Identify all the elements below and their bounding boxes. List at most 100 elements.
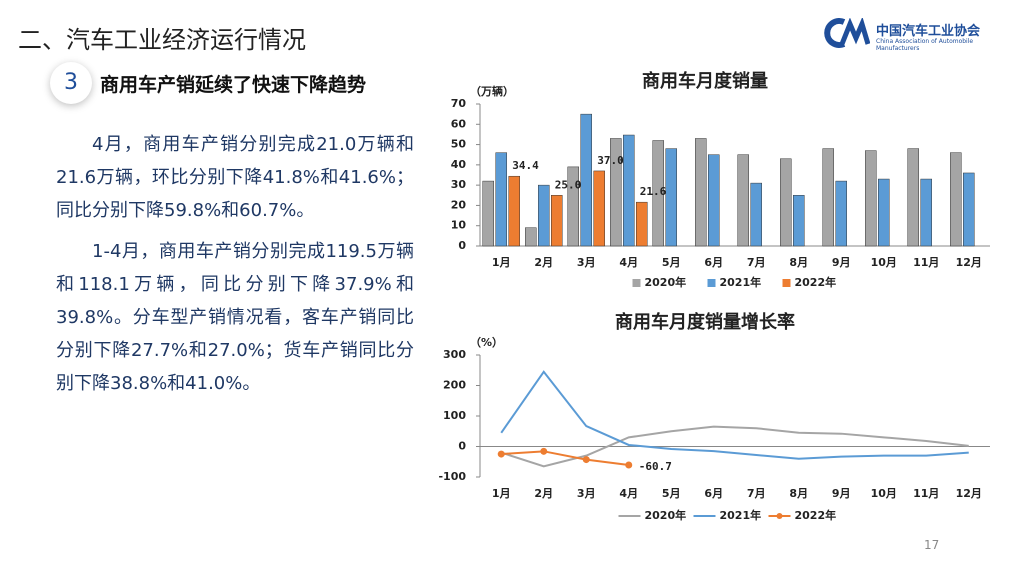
bar (822, 148, 834, 247)
bar (695, 138, 707, 247)
y-tick-label: 40 (451, 158, 467, 171)
y-axis-label: （%） (470, 336, 503, 349)
bar (623, 134, 635, 247)
bar (551, 195, 563, 247)
x-tick-label: 6月 (704, 487, 723, 500)
x-tick-label: 9月 (832, 487, 851, 500)
x-tick-label: 9月 (832, 256, 851, 269)
legend-marker (776, 513, 783, 519)
body-text: 4月，商用车产销分别完成21.0万辆和21.6万辆，环比分别下降41.8%和41… (56, 128, 414, 408)
logo-subtext: China Association of Automobile Manufact… (876, 38, 974, 52)
x-tick-label: 3月 (577, 256, 596, 269)
legend-label: 2021年 (720, 275, 762, 289)
bar (865, 150, 877, 247)
x-tick-label: 4月 (619, 487, 638, 500)
x-tick-label: 4月 (619, 256, 638, 269)
x-tick-label: 11月 (913, 256, 939, 269)
section-title: 商用车产销延续了快速下降趋势 (100, 74, 367, 96)
bar (907, 148, 919, 247)
x-tick-label: 2月 (534, 256, 553, 269)
chart-title: 商用车月度销量 (642, 70, 768, 92)
x-tick-label: 10月 (871, 487, 897, 500)
x-tick-label: 1月 (492, 256, 511, 269)
paragraph: 4月，商用车产销分别完成21.0万辆和21.6万辆，环比分别下降41.8%和41… (56, 134, 414, 221)
line (501, 450, 629, 467)
logo-text: 中国汽车工业协会 (876, 24, 981, 39)
y-tick-label: 100 (443, 409, 466, 422)
y-tick-label: 0 (458, 440, 466, 453)
x-tick-label: 2月 (534, 487, 553, 500)
bar (495, 152, 507, 247)
bar (737, 154, 749, 247)
bar (593, 170, 605, 247)
data-label: -60.7 (639, 460, 672, 473)
y-tick-label: 50 (451, 138, 467, 151)
legend-label: 2022年 (795, 508, 837, 522)
x-tick-label: 10月 (871, 256, 897, 269)
x-tick-label: 1月 (492, 487, 511, 500)
legend-label: 2021年 (720, 508, 762, 522)
bar (525, 227, 537, 247)
y-tick-label: 30 (451, 178, 467, 191)
bar (538, 184, 550, 247)
bar (750, 182, 762, 247)
bar (610, 138, 622, 247)
y-tick-label: 0 (458, 239, 466, 252)
bar (963, 172, 975, 247)
x-tick-label: 7月 (747, 487, 766, 500)
data-label: 25.0 (555, 178, 582, 191)
legend-label: 2020年 (645, 275, 687, 289)
legend-label: 2022年 (795, 275, 837, 289)
y-axis-label: （万辆） (470, 84, 514, 98)
data-label: 34.4 (512, 159, 539, 172)
y-tick-label: 200 (443, 379, 466, 392)
x-tick-label: 12月 (956, 256, 982, 269)
bar (950, 152, 962, 247)
legend-swatch (707, 279, 716, 287)
bar (652, 140, 664, 247)
y-tick-label: 70 (451, 97, 467, 110)
x-tick-label: 7月 (747, 256, 766, 269)
y-tick-label: 300 (443, 348, 466, 361)
legend-label: 2020年 (645, 508, 687, 522)
data-label: 37.0 (597, 154, 624, 167)
bar (665, 148, 677, 247)
legend-swatch (782, 279, 791, 287)
section-number: 3 (50, 62, 92, 104)
slide-title: 二、汽车工业经济运行情况 (18, 26, 306, 54)
marker (497, 450, 505, 458)
x-tick-label: 8月 (789, 256, 808, 269)
marker (625, 461, 633, 469)
chart-title: 商用车月度销量增长率 (615, 311, 795, 333)
y-tick-label: 20 (451, 198, 467, 211)
y-tick-label: -100 (438, 470, 466, 483)
bar (580, 113, 592, 247)
bar (567, 166, 579, 247)
legend-swatch (632, 279, 641, 287)
bar (708, 154, 720, 247)
bar (920, 178, 932, 247)
data-label: 21.6 (640, 185, 667, 198)
x-tick-label: 3月 (577, 487, 596, 500)
bar (508, 175, 520, 247)
y-tick-label: 10 (451, 219, 467, 232)
x-tick-label: 12月 (956, 487, 982, 500)
x-tick-label: 11月 (913, 487, 939, 500)
paragraph: 1-4月，商用车产销分别完成119.5万辆和118.1万辆，同比分别下降37.9… (56, 241, 414, 394)
x-tick-label: 6月 (704, 256, 723, 269)
y-tick-label: 60 (451, 117, 467, 130)
x-tick-label: 5月 (662, 256, 681, 269)
bar (793, 195, 805, 247)
marker (540, 447, 548, 455)
x-tick-label: 5月 (662, 487, 681, 500)
bar (835, 180, 847, 247)
bar (780, 158, 792, 247)
marker (582, 456, 590, 464)
logo-icon (824, 18, 870, 48)
x-tick-label: 8月 (789, 487, 808, 500)
page-number: 17 (924, 538, 940, 552)
bar (636, 201, 648, 247)
bar (878, 178, 890, 247)
